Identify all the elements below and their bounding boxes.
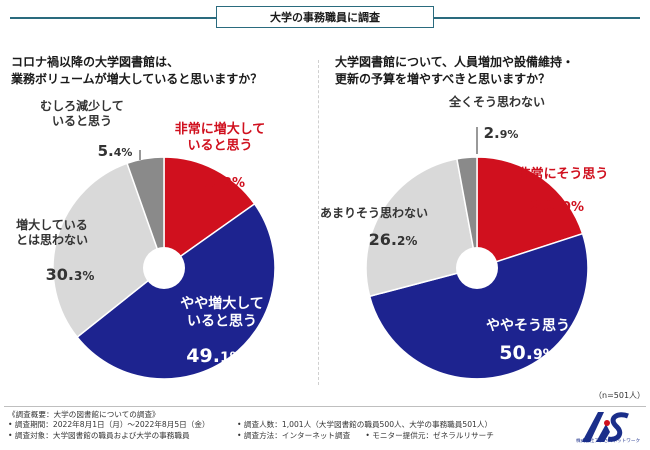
pie1-slice-3 [52,162,165,339]
footer-rule [4,406,646,407]
pie1-slice-1-label-line-2: いると思う [187,138,252,153]
pie2-slice-2-label-line-1: ややそう思う [486,318,570,334]
pie1-slice-4-value-decimal: 4% [114,146,133,159]
pie2-slice-1-label: 非常にそう思う [518,166,609,182]
survey-target: • 調査対象：大学図書館の職員および大学の事務職員 [8,431,190,440]
pie2-slice-3-value-main: 26. [369,230,397,249]
pie1-slice-3-label-line-1: 増大している [16,217,88,232]
company-name: 株式会社アクセスネットワーク [575,439,641,444]
header-rule-left [10,17,216,19]
pie2-slice-2 [368,232,589,380]
pie2-slice-2-value: 50.9% [499,342,556,364]
pie1-slice-2-label-line-2: いると思う [187,314,257,330]
right-question-line-2: 更新の予算を増やすべきと思いますか？ [335,72,551,86]
pie2-slice-1-value-decimal: 0% [562,200,584,215]
pie1-slice-2-value-main: 49. [186,345,220,367]
pie1-slice-2-value-decimal: 1% [220,350,244,366]
right-question-line-1: 大学図書館について、人員増加や設備維持・ [335,55,575,69]
left-question-line-1: コロナ禍以降の大学図書館は、 [11,55,180,69]
pie1-slice-3-value-main: 30. [46,265,74,284]
survey-method: • 調査方法：インターネット調査 • モニター提供元：ゼネラルリサーチ [237,431,494,440]
pie2-slice-4-value-decimal: 9% [500,128,519,141]
pie1-slice-1-value-decimal: 2% [223,176,245,191]
pie2-slice-3-value-decimal: 2% [397,234,417,248]
pie1-slice-4-label: むしろ減少していると思う [40,98,124,128]
header-rule-right [434,17,640,19]
pie2-slice-1-value-main: 20. [530,195,562,216]
pie1-slice-2 [76,202,276,380]
chart-divider [318,60,319,385]
survey-period: • 調査期間：2022年8月1日（月）～2022年8月5日（金） [8,420,210,429]
pie1-slice-4-label-line-1: むしろ減少して [40,98,124,113]
pie2-slice-4-value-main: 2. [484,124,500,142]
left-chart-question: コロナ禍以降の大学図書館は、 業務ボリュームが増大していると思いますか？ [11,54,262,88]
pie1-slice-4 [126,156,165,269]
pie2-slice-3-label: あまりそう思わない [320,206,428,220]
pie1-slice-4-value-main: 5. [98,142,114,160]
pie2-slice-4 [456,156,478,269]
pie1-slice-1-value-main: 15. [191,171,223,192]
pie1-slice-1-value: 15.2% [191,171,245,192]
right-chart-question: 大学図書館について、人員増加や設備維持・ 更新の予算を増やすべきと思いますか？ [335,54,574,88]
pie1-slice-1-label: 非常に増大していると思う [175,121,266,153]
sample-size-note: （n=501人） [594,391,646,400]
pie1-slice-2-value: 49.1% [186,345,243,367]
pie1-slice-2-label-line-1: やや増大して [180,295,264,312]
pie1-slice-1-label-line-1: 非常に増大して [175,121,266,137]
pie1-slice-3-value: 30.3% [46,265,95,284]
pie2-slice-4-label-line-1: 全くそう思わない [448,94,545,109]
pie2-slice-4-label: 全くそう思わない [448,94,545,109]
pie1-slice-2-label: やや増大していると思う [180,295,264,330]
pie2-center-hole [456,247,498,289]
survey-summary-title: 《調査概要：大学の図書館についての調査》 [8,410,160,419]
pie2-slice-3 [365,157,478,298]
pie1-center-hole [143,247,185,289]
pie2-slice-1 [476,156,584,270]
pie1-slice-4-label-line-2: いると思う [52,114,112,128]
pie2-slice-1-value: 20.0% [530,195,584,216]
pie2-slice-3-value: 26.2% [369,230,418,249]
pie1-slice-3-value-decimal: 3% [74,269,94,283]
pie2-slice-3-label-line-1: あまりそう思わない [320,206,428,220]
pie2-slice-2-value-decimal: 9% [533,347,557,363]
pie1-slice-4-value: 5.4% [98,142,133,160]
page-title: 大学の事務職員に調査 [216,6,434,28]
pie1-slice-3-label: 増大しているとは思わない [16,217,88,247]
pie2-slice-2-label: ややそう思う [486,318,570,334]
pie2-slice-2-value-main: 50. [499,342,533,364]
pie2-slice-4-value: 2.9% [484,124,519,142]
left-question-line-2: 業務ボリュームが増大していると思いますか？ [11,72,263,86]
pie2-slice-1-label-line-1: 非常にそう思う [518,166,609,182]
survey-count: • 調査人数：1,001人（大学図書館の職員500人、大学の事務職員501人） [237,420,493,429]
company-logo [582,412,629,442]
pie1-slice-3-label-line-2: とは思わない [16,233,88,247]
pie1-slice-1 [163,156,256,270]
